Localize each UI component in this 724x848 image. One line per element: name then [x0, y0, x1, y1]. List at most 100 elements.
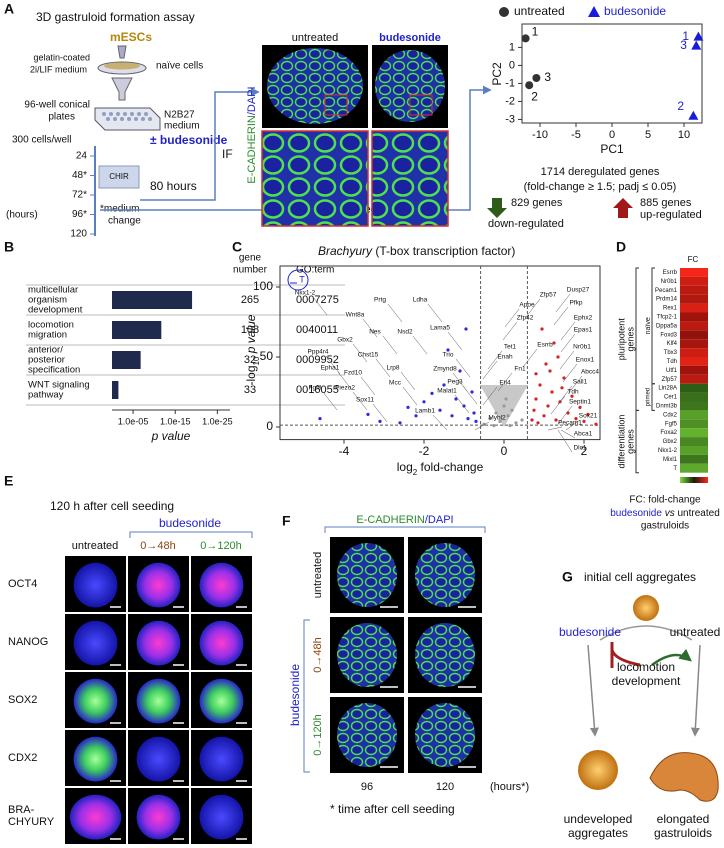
- outcome-arrow: [587, 644, 599, 737]
- gene-label: Sall1: [573, 379, 588, 386]
- heatmap-cell: [680, 268, 708, 277]
- gene-name: Dnmt3b: [656, 404, 678, 410]
- timeline-label: 72*: [72, 190, 87, 201]
- gene-leader: [560, 333, 576, 353]
- volcano-point: [318, 417, 322, 421]
- volcano-point: [566, 411, 570, 415]
- gene-name: Foxd3: [660, 332, 677, 338]
- treatment: budesonide: [288, 664, 302, 726]
- heatmap-cell: [680, 454, 708, 464]
- volcano-point: [430, 391, 434, 395]
- gene-number: 32: [244, 354, 256, 366]
- gene-leader: [555, 293, 571, 313]
- heatmap-cell: [680, 339, 708, 349]
- treatment: ± budesonide: [150, 133, 228, 147]
- gene-name: Tbx3: [664, 350, 678, 356]
- gene-leader: [557, 385, 573, 405]
- gene-marker-label: T: [299, 274, 305, 284]
- outcome-label: gastruloids: [654, 826, 712, 840]
- chir-label: CHIR: [109, 172, 129, 181]
- gene-leader: [502, 321, 518, 341]
- gene-label: Lrp8: [386, 365, 399, 372]
- gene-leader: [557, 429, 573, 453]
- panel-letter: D: [616, 239, 626, 255]
- heatmap-cell: [680, 428, 708, 438]
- down-count: 829 genes: [511, 197, 563, 209]
- treatment: budesonide: [159, 516, 221, 530]
- row-label: CHYURY: [8, 816, 55, 828]
- branch: [599, 625, 693, 641]
- volcano-point: [514, 421, 518, 425]
- gene-label: Sox21: [579, 413, 598, 420]
- micrograph-sample: [415, 543, 475, 607]
- medium-change: change: [108, 216, 141, 227]
- x-tick-label: -2: [419, 444, 430, 458]
- panel-letter: C: [232, 239, 242, 255]
- gene-name: Gbx2: [663, 439, 678, 445]
- volcano-point: [536, 421, 540, 425]
- stain-bracket: [324, 526, 486, 533]
- gene-leader: [550, 395, 566, 415]
- gene-name: Mixl1: [663, 457, 678, 463]
- column-header: number: [233, 265, 268, 276]
- if-zoom: [261, 130, 369, 227]
- gene-leader: [487, 350, 503, 370]
- up-count: 885 genes: [640, 197, 692, 209]
- volcano-point: [470, 390, 474, 394]
- if-zoom: [371, 130, 449, 227]
- gene-leader: [560, 321, 576, 341]
- gene-leader: [362, 318, 378, 338]
- gene-name: Pecam1: [655, 288, 678, 294]
- chir-box: [98, 165, 140, 189]
- bar: [112, 321, 162, 339]
- x-tick-label: 1.0e-15: [160, 416, 191, 426]
- heatmap-cell: [680, 463, 708, 473]
- column-header: GO:term: [296, 265, 334, 276]
- dish-label: gelatin-coated: [33, 52, 90, 62]
- diagram-label: initial cell aggregates: [584, 570, 696, 584]
- heatmap-cell: [680, 285, 708, 295]
- volcano-point: [398, 421, 402, 425]
- x-axis-label-part: log: [397, 460, 413, 474]
- gene-leader: [352, 391, 368, 411]
- volcano-point: [506, 414, 510, 418]
- group-label: naïve: [645, 317, 652, 334]
- y-tick-label: -3: [505, 113, 515, 125]
- plot-frame: [279, 265, 601, 441]
- legend-label: budesonide: [604, 4, 666, 18]
- gene-name: Esrrb: [663, 270, 678, 276]
- micrograph-sample: [73, 562, 118, 608]
- diagram-label: budesonide: [559, 625, 621, 639]
- well: [109, 112, 113, 116]
- gene-leader: [325, 355, 341, 375]
- micrograph-sample: [199, 678, 244, 724]
- gene-leader: [462, 385, 478, 405]
- aggregate: [633, 595, 659, 621]
- duration: 80 hours: [150, 179, 197, 193]
- gene-leader: [372, 403, 388, 423]
- x-tick-label: -4: [339, 444, 350, 458]
- volcano-point: [586, 412, 590, 416]
- caption: budesonide vs untreated: [610, 508, 720, 519]
- hours-unit: (hours): [6, 210, 38, 221]
- heatmap-cell: [680, 383, 708, 393]
- volcano-point: [442, 383, 446, 387]
- gastruloid: [649, 752, 719, 802]
- gene-label: Esrrb: [537, 342, 553, 349]
- gene-leader: [400, 371, 416, 391]
- gene-leader: [504, 308, 520, 328]
- gene-label: Malat1: [437, 388, 457, 395]
- pca-point: [691, 40, 702, 50]
- pca-point: [521, 34, 530, 43]
- volcano-point: [548, 369, 552, 373]
- volcano-point: [466, 417, 470, 421]
- cell-type: mESCs: [110, 30, 152, 44]
- category-label: pathway: [28, 390, 64, 401]
- caption-part: budesonide: [610, 508, 662, 519]
- micrograph-sample: [136, 620, 181, 666]
- heatmap-cell: [680, 392, 708, 402]
- gene-label: Ephx2: [574, 315, 593, 322]
- treatment-bracket: [303, 619, 310, 773]
- group-bracket: [651, 383, 655, 411]
- caption-part: untreated: [678, 508, 720, 519]
